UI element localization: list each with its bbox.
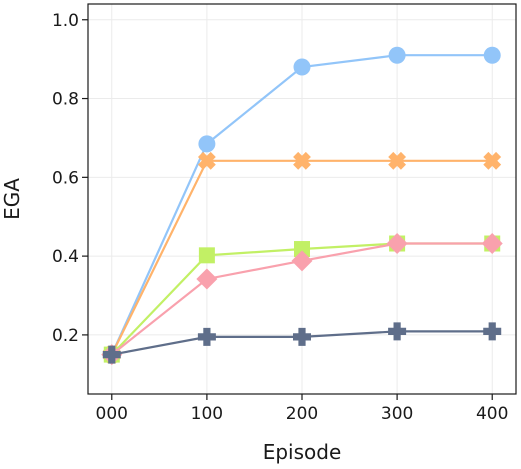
data-point (386, 233, 408, 255)
data-point (483, 46, 501, 64)
data-point (388, 46, 406, 64)
series-plus (102, 322, 502, 364)
y-tick-label: 0.8 (52, 90, 79, 110)
series-layer (101, 46, 503, 366)
y-axis-label: EGA (0, 178, 24, 220)
x-axis-label: Episode (263, 440, 342, 464)
data-point (294, 241, 310, 258)
y-tick-label: 0.4 (52, 247, 79, 267)
x-tick-label: 200 (286, 404, 318, 424)
data-point (293, 327, 311, 346)
x-tick-label: 300 (381, 404, 413, 424)
x-tick-label: 000 (96, 404, 128, 424)
x-tick-label: 100 (191, 404, 223, 424)
data-point (196, 268, 218, 290)
data-point (388, 151, 407, 170)
data-point (293, 58, 311, 76)
data-point (388, 322, 407, 341)
data-point (102, 345, 121, 364)
data-point (197, 327, 216, 346)
data-point (483, 151, 502, 170)
data-point (481, 233, 503, 255)
data-point (197, 151, 216, 170)
data-point (293, 151, 311, 170)
axes: 000 100 200 300 400 0.2 0.4 0.6 0.8 1.0 (52, 11, 508, 424)
y-tick-label: 0.6 (52, 168, 79, 188)
y-tick-label: 1.0 (52, 11, 79, 31)
y-tick-label: 0.2 (52, 326, 79, 346)
series-diamond (101, 233, 503, 366)
data-point (198, 247, 215, 264)
data-point (483, 322, 502, 341)
data-point (198, 135, 216, 153)
x-tick-label: 400 (476, 404, 508, 424)
data-point (291, 250, 313, 272)
